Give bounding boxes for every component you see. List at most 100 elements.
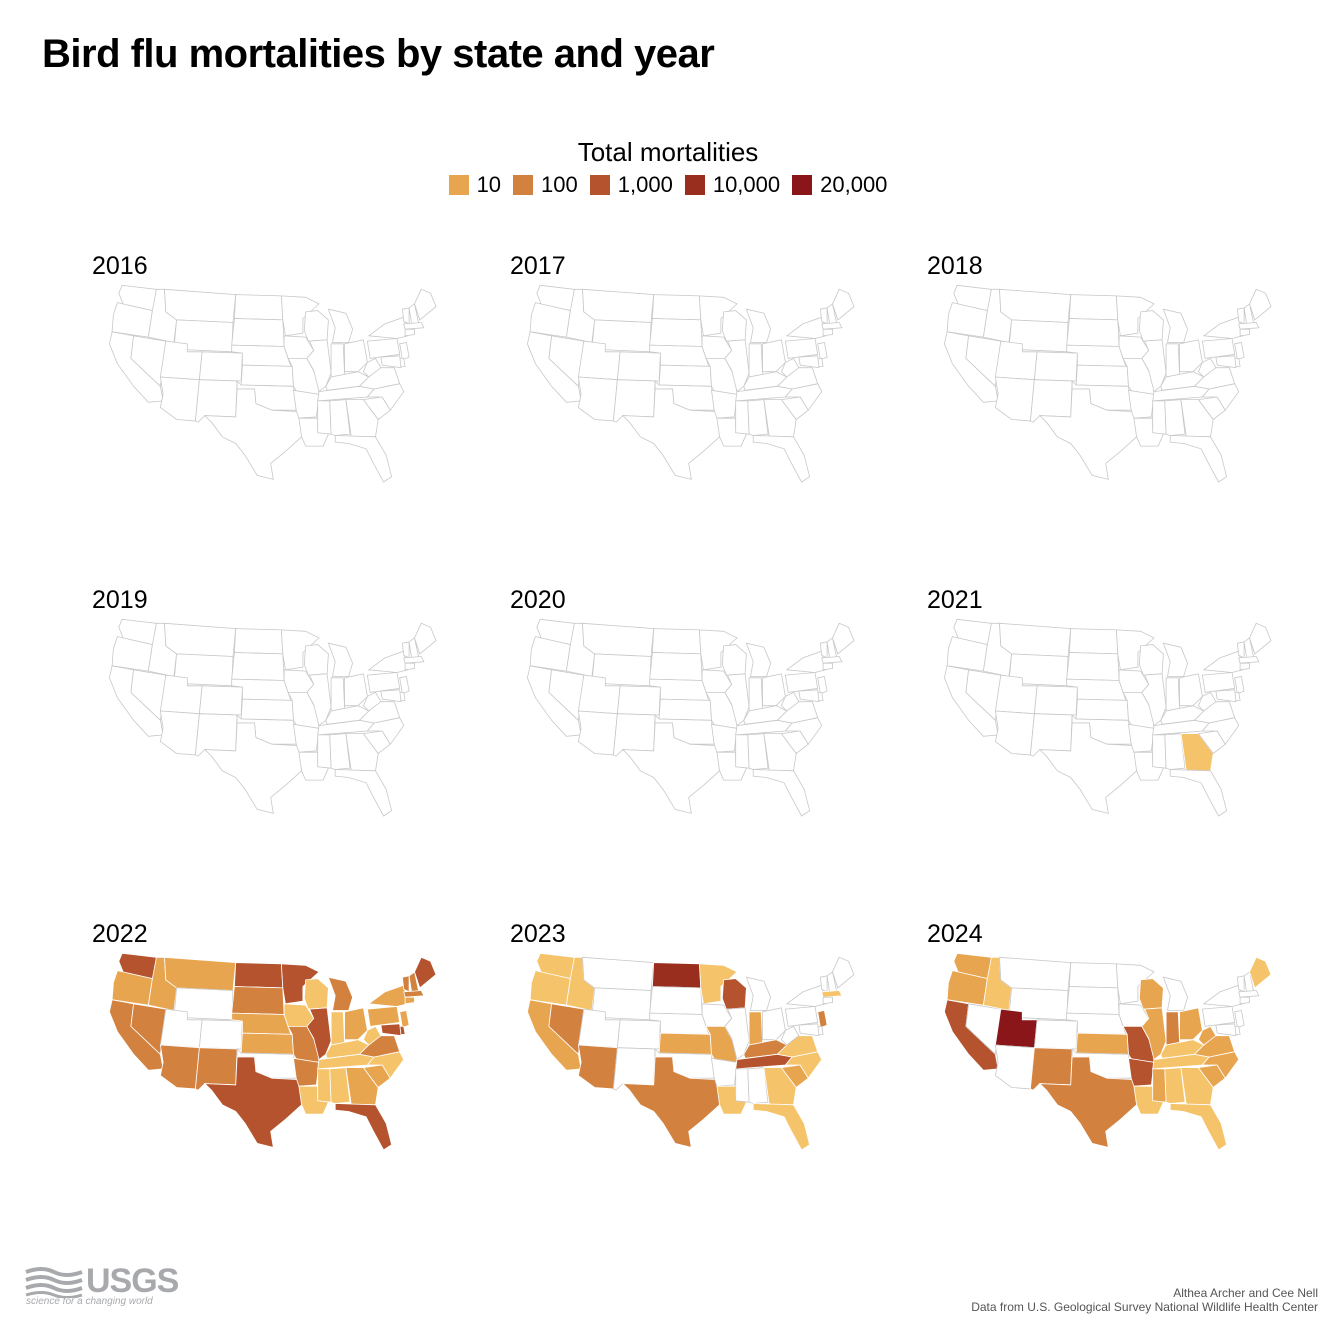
legend-label-1000: 1,000 bbox=[617, 172, 673, 197]
state-nj bbox=[817, 1010, 828, 1029]
state-ny bbox=[785, 650, 827, 673]
state-or bbox=[111, 636, 153, 672]
chart-title: Bird flu mortalities by state and year bbox=[42, 32, 715, 76]
state-az bbox=[994, 1044, 1035, 1090]
state-mn bbox=[280, 295, 320, 337]
state-pa bbox=[784, 1006, 819, 1027]
state-sd bbox=[231, 986, 285, 1015]
state-al bbox=[1164, 1067, 1186, 1104]
state-nj bbox=[399, 342, 410, 361]
state-fl bbox=[752, 1103, 811, 1151]
state-mn bbox=[1115, 295, 1155, 337]
state-mt bbox=[999, 288, 1072, 323]
panel-year-label: 2024 bbox=[927, 920, 983, 948]
state-me bbox=[1249, 622, 1272, 655]
state-pa bbox=[1201, 338, 1236, 359]
state-me bbox=[832, 956, 855, 989]
state-in bbox=[748, 1011, 764, 1046]
state-az bbox=[994, 376, 1035, 422]
state-fl bbox=[752, 435, 811, 483]
state-or bbox=[529, 636, 571, 672]
state-ms bbox=[735, 400, 750, 435]
state-or bbox=[529, 970, 571, 1006]
state-az bbox=[577, 1044, 618, 1090]
state-ct bbox=[1239, 328, 1250, 337]
state-wi bbox=[721, 644, 747, 676]
legend-item-20000: 20,000 bbox=[792, 172, 887, 198]
state-ct bbox=[404, 328, 415, 337]
state-az bbox=[159, 710, 200, 756]
state-wi bbox=[721, 310, 747, 342]
state-in bbox=[1165, 343, 1181, 378]
state-sd bbox=[649, 318, 703, 347]
state-or bbox=[946, 302, 988, 338]
state-mi bbox=[1162, 308, 1189, 343]
legend-label-20000: 20,000 bbox=[820, 172, 888, 197]
us-map bbox=[526, 618, 855, 817]
state-ma bbox=[403, 656, 425, 664]
panel-year-label: 2021 bbox=[927, 586, 983, 614]
state-nv bbox=[548, 1003, 585, 1056]
state-nv bbox=[965, 669, 1002, 722]
state-sd bbox=[231, 318, 285, 347]
state-az bbox=[159, 1044, 200, 1090]
credits-authors: Althea Archer and Cee Nell bbox=[1173, 1286, 1318, 1300]
legend-swatch-100 bbox=[513, 175, 534, 195]
state-ct bbox=[822, 996, 833, 1005]
map-panel-2019: 2019 bbox=[92, 586, 452, 846]
state-ma bbox=[821, 322, 843, 330]
map-panel-2018: 2018 bbox=[927, 252, 1287, 512]
state-ar bbox=[293, 723, 320, 753]
us-map bbox=[943, 284, 1272, 483]
state-ms bbox=[317, 1068, 332, 1103]
state-ma bbox=[821, 990, 843, 998]
state-tx bbox=[621, 722, 721, 814]
state-nd bbox=[233, 962, 284, 989]
state-tx bbox=[203, 388, 303, 480]
state-co bbox=[1033, 1019, 1078, 1050]
state-md bbox=[380, 1023, 402, 1037]
state-nv bbox=[130, 335, 167, 388]
state-sd bbox=[231, 652, 285, 681]
state-sd bbox=[649, 652, 703, 681]
state-ar bbox=[711, 1057, 738, 1087]
state-or bbox=[111, 302, 153, 338]
state-oh bbox=[1179, 339, 1203, 373]
state-pa bbox=[366, 1006, 401, 1027]
legend: Total mortalities 10 100 1,000 10,000 20… bbox=[0, 136, 1336, 198]
panel-year-label: 2022 bbox=[92, 920, 148, 948]
us-map bbox=[108, 952, 437, 1151]
state-ar bbox=[1128, 389, 1155, 419]
state-or bbox=[946, 636, 988, 672]
state-sd bbox=[1066, 318, 1120, 347]
state-pa bbox=[1201, 672, 1236, 693]
state-al bbox=[747, 1067, 769, 1104]
state-wi bbox=[1138, 644, 1164, 676]
state-tx bbox=[203, 722, 303, 814]
state-al bbox=[329, 399, 351, 436]
legend-swatch-20000 bbox=[792, 175, 813, 195]
state-mt bbox=[164, 956, 237, 991]
state-wv bbox=[1197, 691, 1217, 712]
panel-year-label: 2020 bbox=[510, 586, 566, 614]
legend-item-10000: 10,000 bbox=[684, 172, 780, 198]
state-nj bbox=[817, 342, 828, 361]
us-map bbox=[108, 618, 437, 817]
state-ny bbox=[367, 316, 409, 339]
legend-row: 10 100 1,000 10,000 20,000 bbox=[0, 172, 1336, 198]
state-al bbox=[1164, 399, 1186, 436]
legend-label-10: 10 bbox=[476, 172, 502, 197]
state-co bbox=[198, 1019, 243, 1050]
state-mi bbox=[1162, 976, 1189, 1011]
state-al bbox=[747, 733, 769, 770]
state-ma bbox=[1238, 990, 1260, 998]
state-or bbox=[946, 970, 988, 1006]
state-nd bbox=[233, 294, 284, 321]
state-me bbox=[1249, 288, 1272, 321]
state-ms bbox=[317, 734, 332, 769]
state-az bbox=[159, 376, 200, 422]
map-panel-2022: 2022 bbox=[92, 920, 452, 1180]
state-wv bbox=[362, 357, 382, 378]
state-oh bbox=[344, 339, 368, 373]
state-md bbox=[1215, 689, 1237, 703]
